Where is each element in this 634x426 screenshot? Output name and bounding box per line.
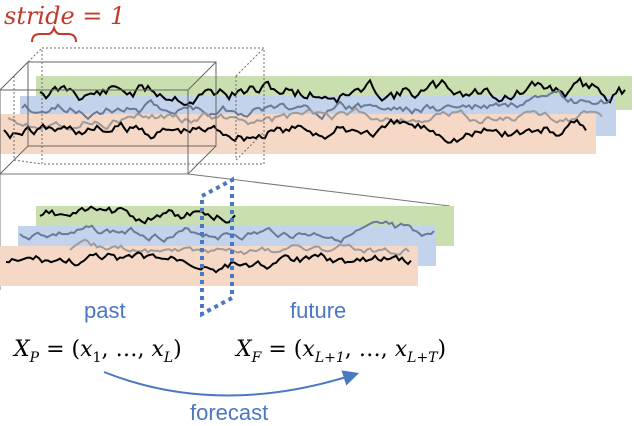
- past-label: past: [84, 298, 126, 323]
- bottom-series-lines: [5, 205, 435, 274]
- window-back-dotted: [41, 47, 265, 165]
- series-line-black-top: [3, 118, 587, 144]
- past-formula: XP = (x1, …, xL): [12, 337, 182, 366]
- series-line-green-top: [39, 76, 626, 106]
- bottom-series-group: [0, 205, 454, 286]
- top-series-group: [0, 76, 632, 154]
- top-series-lines: [3, 76, 626, 144]
- future-formula: XF = (xL+1, …, xL+T): [234, 337, 446, 366]
- series-line-grey-bottom: [69, 238, 410, 256]
- future-label: future: [290, 298, 346, 323]
- stride-label: stride = 1: [4, 2, 125, 30]
- forecast-label: forecast: [190, 400, 268, 425]
- forecast-arrow-icon: [103, 370, 360, 397]
- curly-brace-icon: [31, 24, 77, 43]
- window-back: [27, 61, 217, 147]
- past-future-split: [200, 176, 234, 318]
- series-line-grey-top: [7, 106, 603, 131]
- series-line-blue-bottom: [19, 220, 435, 244]
- series-line-black-bottom: [5, 251, 412, 274]
